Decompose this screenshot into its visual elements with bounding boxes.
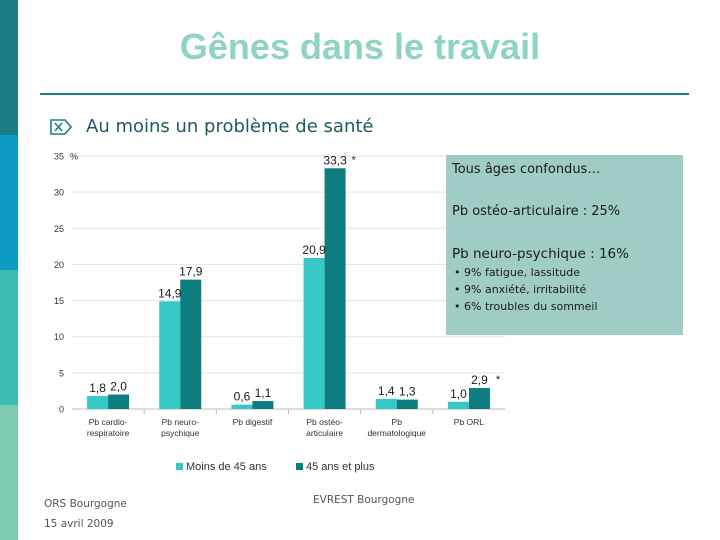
data-label: 1,8 bbox=[89, 381, 106, 395]
axes: 0 5 10 15 20 25 30 35 % Pb cardio-respiratoire Pb … bbox=[54, 152, 505, 438]
category-label: psychique bbox=[161, 428, 200, 438]
y-tick-label: 0 bbox=[59, 405, 64, 415]
summary-detail-item: 9% anxiété, irritabilité bbox=[452, 281, 677, 298]
summary-neuro-stat: Pb neuro-psychique : 16% bbox=[452, 246, 629, 262]
summary-detail-list: 9% fatigue, lassitude 9% anxiété, irrita… bbox=[452, 264, 677, 315]
category-label: Pb bbox=[392, 417, 403, 427]
bar bbox=[108, 394, 130, 409]
footer-date: 15 avril 2009 bbox=[44, 518, 114, 530]
summary-osteo-stat: Pb ostéo-articulaire : 25% bbox=[452, 204, 621, 219]
bullet-item: Au moins un problème de santé bbox=[50, 116, 373, 137]
accent-stripe-4 bbox=[0, 405, 18, 540]
summary-box: Tous âges confondus… Pb ostéo-articulair… bbox=[446, 155, 683, 335]
data-label: 2,0 bbox=[110, 380, 127, 394]
significance-mark: * bbox=[352, 154, 357, 166]
y-tick-label: 10 bbox=[54, 332, 64, 342]
data-label: 1,1 bbox=[255, 386, 272, 400]
bar bbox=[447, 401, 469, 409]
bar bbox=[324, 168, 346, 409]
bar bbox=[180, 279, 202, 409]
data-label: 17,9 bbox=[179, 265, 203, 279]
category-label: respiratoire bbox=[87, 428, 130, 438]
bar bbox=[375, 398, 397, 409]
bars bbox=[87, 168, 490, 409]
slide-title: Gênes dans le travail bbox=[179, 26, 541, 67]
legend-swatch bbox=[176, 463, 183, 470]
data-label: 20,9 bbox=[302, 243, 326, 257]
category-label: Pb ORL bbox=[454, 417, 485, 427]
bar bbox=[231, 404, 253, 409]
bar bbox=[252, 401, 274, 409]
y-tick-label: 30 bbox=[54, 188, 64, 198]
data-label: 1,4 bbox=[378, 384, 395, 398]
category-label: Pb digestif bbox=[233, 417, 273, 427]
bullet-text: Au moins un problème de santé bbox=[86, 116, 374, 137]
category-label: Pb cardio- bbox=[89, 417, 128, 427]
y-unit-label: % bbox=[70, 152, 78, 162]
bar bbox=[396, 399, 418, 409]
data-label: 33,3 bbox=[323, 153, 347, 167]
footer-org: ORS Bourgogne bbox=[44, 498, 127, 510]
category-label: articulaire bbox=[306, 428, 343, 438]
y-tick-label: 20 bbox=[54, 260, 64, 270]
delete-arrow-icon bbox=[50, 118, 72, 135]
accent-stripe-2 bbox=[0, 135, 18, 270]
category-label: Pb ostéo- bbox=[306, 417, 343, 427]
bar bbox=[159, 301, 181, 409]
y-tick-label: 15 bbox=[54, 296, 64, 306]
legend-label: 45 ans et plus bbox=[306, 461, 375, 473]
category-label: Pb neuro- bbox=[162, 417, 199, 427]
bar bbox=[303, 257, 325, 409]
legend: Moins de 45 ans 45 ans et plus bbox=[176, 461, 375, 473]
legend-label: Moins de 45 ans bbox=[186, 461, 267, 473]
data-label: 1,0 bbox=[450, 387, 467, 401]
data-labels: 1,8 2,0 14,9 17,9 0,6 1,1 20,9 33,3 * 1,4 1,3 1,0 2,… bbox=[89, 153, 501, 403]
summary-intro: Tous âges confondus… bbox=[452, 162, 601, 177]
data-label: 14,9 bbox=[158, 286, 182, 300]
title-divider bbox=[40, 93, 689, 95]
data-label: 0,6 bbox=[234, 390, 251, 404]
y-tick-label: 25 bbox=[54, 224, 64, 234]
bar bbox=[87, 395, 109, 409]
category-label: dermatologique bbox=[367, 428, 426, 438]
accent-stripe-3 bbox=[0, 270, 18, 405]
bar bbox=[468, 388, 490, 409]
legend-swatch bbox=[296, 463, 303, 470]
grid-lines bbox=[72, 155, 505, 374]
data-label: 2,9 bbox=[471, 373, 488, 387]
y-tick-label: 35 bbox=[54, 152, 64, 162]
data-label: 1,3 bbox=[399, 385, 416, 399]
summary-detail-item: 9% fatigue, lassitude bbox=[452, 264, 677, 281]
footer-source: EVREST Bourgogne bbox=[313, 494, 415, 506]
significance-mark: * bbox=[496, 374, 501, 386]
accent-stripe-1 bbox=[0, 0, 18, 135]
summary-detail-item: 6% troubles du sommeil bbox=[452, 298, 677, 315]
y-tick-label: 5 bbox=[59, 368, 64, 378]
